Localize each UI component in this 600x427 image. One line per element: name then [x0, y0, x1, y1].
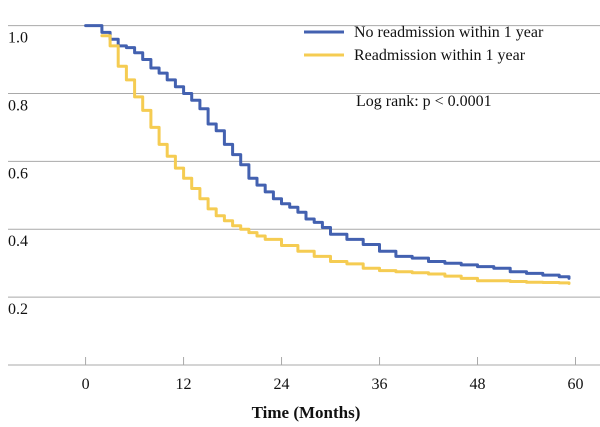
- x-tick-label-12: 12: [176, 376, 192, 393]
- x-tick-label-36: 36: [372, 376, 388, 393]
- legend: No readmission within 1 year Readmission …: [304, 24, 544, 64]
- x-tick-label-24: 24: [274, 376, 290, 393]
- x-tick-label-0: 0: [82, 376, 90, 393]
- y-axis-ticks: 1.0 0.8 0.6 0.4 0.2: [8, 30, 28, 319]
- y-tick-label-0-8: 0.8: [8, 97, 28, 114]
- series-line-readmission: [100, 34, 571, 285]
- x-tick-label-48: 48: [470, 376, 486, 393]
- legend-label-no-readmission: No readmission within 1 year: [354, 24, 544, 41]
- series-lines: [84, 24, 571, 285]
- y-tick-label-0-2: 0.2: [8, 301, 28, 318]
- x-axis-label: Time (Months): [252, 403, 361, 422]
- series-line-no-readmission: [84, 24, 571, 280]
- x-tick-label-60: 60: [568, 376, 584, 393]
- x-axis: 0 12 24 36 48 60: [8, 357, 600, 393]
- y-tick-label-0-4: 0.4: [8, 233, 28, 250]
- gridlines: [8, 25, 600, 298]
- log-rank-annotation: Log rank: p < 0.0001: [356, 93, 492, 110]
- y-tick-label-0-6: 0.6: [8, 165, 28, 182]
- legend-label-readmission: Readmission within 1 year: [354, 47, 526, 64]
- y-tick-label-1: 1.0: [8, 30, 28, 47]
